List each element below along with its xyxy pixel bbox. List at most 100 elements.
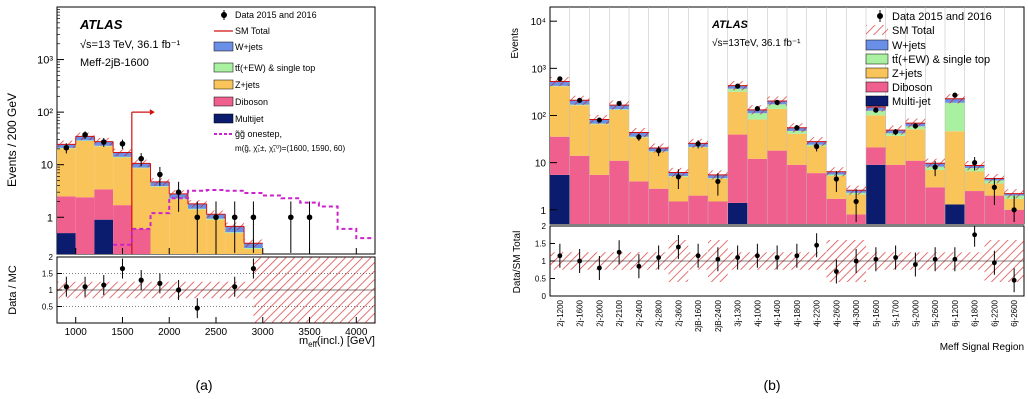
b-ratio-ytick-label: 0.5 [535,275,547,284]
b-category-label: 5j-1600 [872,299,881,326]
stack-b-diboson-bar [866,147,886,165]
legend-a-diboson: Diboson [235,97,268,107]
ratio-a-point [175,287,182,293]
b-category-label: 4j-1400 [773,299,782,326]
stack-b-diboson-bar [806,173,827,224]
data-a-point [194,214,201,221]
data-a-point [213,214,219,221]
ratio-b-point [794,253,800,259]
stack-b-zjets-bar [885,135,906,165]
ratio-b-point [774,255,780,260]
stack-b-diboson-bar [787,164,807,224]
ratio-a-point [82,284,88,290]
panel-a-ratio-content [57,257,375,323]
ratio-a-point [101,282,107,288]
data-b-point [715,178,721,185]
b-category-label: 6j-1800 [971,299,980,326]
stack-b-zjets-bar [945,131,965,205]
stack-b-diboson-bar [885,164,906,224]
b-category-label: 6j-2200 [990,299,999,326]
data-b-point [972,160,978,166]
b-category-label: 3j-1300 [734,299,743,326]
b-category-label: 2j-2400 [635,299,644,326]
ratio-b-point [695,253,701,259]
legend-b-wjets: W+jets [892,40,926,52]
panel-a-ratio-ylabel: Data / MC [7,265,19,315]
stack-b-diboson-bar [609,160,629,224]
stack-b-diboson-bar [589,174,610,224]
a-xtick-label: 3500 [298,327,321,338]
stack-a-ttbar-bar [113,156,132,158]
b-ytick-label: 10² [532,112,547,123]
stack-b-diboson-bar [569,155,590,224]
stack-a-diboson-bar [113,205,132,254]
legend-b-sm-total: SM Total [892,25,935,37]
data-b-point [912,123,918,129]
stack-b-diboson-bar [826,198,847,224]
b-category-label: 4j-1800 [793,299,802,326]
legend-a-sm-total: SM Total [235,26,270,36]
legend-a-ttbar-swatch [213,62,234,73]
data-b-point [695,141,701,147]
data-b-point [794,125,800,131]
panel-a-atlas-label: ATLAS [79,17,123,32]
legend-b-data: Data 2015 and 2016 [892,11,992,23]
stack-b-diboson-bar [925,187,945,224]
legend-b-multijet: Multi-jet [892,96,931,108]
legend-a-zjets: Z+jets [235,80,260,90]
ratio-b-point [735,255,741,260]
stack-a-zjets-bar [57,148,76,197]
stack-b-zjets-bar [648,152,669,189]
b-category-label: 2j-2000 [595,299,604,326]
stack-b-diboson-bar [550,136,570,175]
stack-a-multijet-bar [94,219,114,254]
stack-b-zjets-bar [589,124,610,175]
a-ytick-label: 10² [37,107,53,119]
data-b-point [675,174,681,180]
stack-b-diboson-bar [727,134,748,203]
stack-a-zjets-bar [150,186,170,254]
data-b-point [814,143,820,150]
ratio-b-point [616,249,622,255]
data-a-point [138,155,144,162]
stack-b-ttbar-bar [866,110,886,116]
ratio-b-point [557,253,563,259]
ratio-a-point [250,265,257,272]
stack-b-zjets-bar [787,133,807,165]
legend-b-zjets: Z+jets [892,68,923,80]
legend-a-signal-line2: m(g̃, χ̃₁±, χ̃₁⁰)=(1600, 1590, 60) [235,144,345,153]
stack-b-ttbar-bar [747,113,768,120]
legend-a-wjets: W+jets [235,42,263,52]
data-b-point [735,83,741,89]
data-a-point [157,171,163,178]
stack-a-diboson-bar [131,228,151,254]
stack-a-zjets-bar [169,199,188,254]
data-a-point [63,144,70,151]
stack-b-zjets-bar [905,129,926,161]
b-category-label: 5j-2000 [911,299,920,326]
ratio-a-point [63,284,69,290]
panel-b-ratio-content [550,226,1024,293]
stack-a-diboson-bar [57,196,76,234]
stack-b-ttbar-bar [767,104,787,109]
ratio-b-point [972,232,978,238]
data-a-point [231,214,238,221]
panel-b-atlas-label: ATLAS [711,19,749,31]
stack-b-zjets-bar [550,86,570,137]
legend-a-data: Data 2015 and 2016 [235,10,317,20]
legend-b-diboson-swatch [865,81,889,93]
data-a-point [250,214,257,221]
b-category-label: 2jB-2400 [714,299,723,332]
ratio-b-point [893,255,899,260]
data-a-point [288,214,294,221]
stack-a-zjets-bar [75,140,95,198]
b-ratio-ytick-label: 1 [542,257,547,266]
stack-b-diboson-bar [648,188,669,224]
panel-a-energy-label: √s=13 TeV, 36.1 fb⁻¹ [80,39,181,51]
stack-b-ttbar-bar [945,102,965,132]
legend-b-ttbar-swatch [865,53,889,65]
panel-a-region-label: Meff-2jB-1600 [80,57,149,69]
panel-a-main-content [57,109,375,254]
legend-a-diboson-swatch [213,96,234,107]
